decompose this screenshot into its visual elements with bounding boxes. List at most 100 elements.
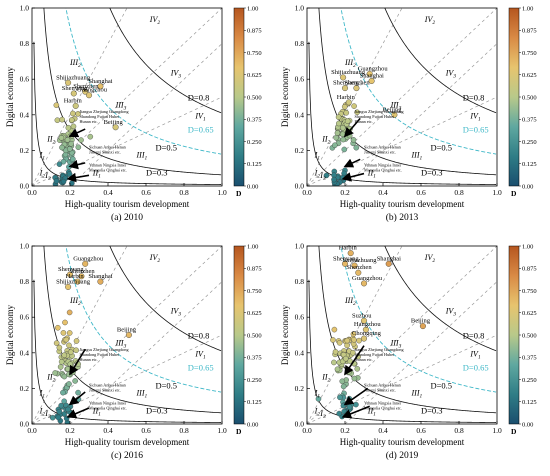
y-tick-label: 0.8 [20,277,30,286]
x-axis-label: High-quality tourism development [65,437,190,447]
x-tick-label: 0.2 [65,188,75,197]
cluster-point [78,137,84,143]
cluster-point [336,120,342,127]
colorbar-tick-label: 0.500 [247,94,262,101]
y-tick-label: 0.2 [295,146,305,155]
region-label: I1 [314,151,321,162]
x-tick-label: 1.0 [492,188,502,197]
colorbar-tick-label: 1.00 [522,243,533,250]
cluster-point [356,337,362,344]
x-axis-label: High-quality tourism development [65,199,190,209]
annotation-arrow [66,407,90,419]
cluster-point [331,176,337,183]
colorbar-tick-label: 0.500 [522,332,537,339]
cluster-point [65,406,71,413]
cluster-point [58,402,64,409]
city-label: Harbin [64,97,83,104]
cluster-point [344,337,351,344]
city-point [360,280,367,287]
region-label: IV2 [149,253,161,264]
x-tick-label: 0.4 [378,426,388,435]
cluster-point [333,134,339,141]
city-point [97,83,104,90]
cluster-point [344,118,351,124]
colorbar-tick-label: 0.125 [522,399,537,406]
cluster-point [351,103,357,109]
axes-frame [31,245,223,425]
cluster-point [339,131,346,138]
cluster-point [66,309,73,316]
city-label: Harbin [66,273,85,280]
axes-frame [306,7,498,187]
diagonal-guide [69,43,222,186]
region-label: I3 [44,409,51,420]
panel-2: D=0.3 D=0.5 D=0.65 D=0.8 I1 I2 I3 II1 II2 III1 III… [5,242,262,462]
colorbar [233,7,245,187]
city-point [351,262,358,269]
city-label: Shijiazhuang [56,278,91,285]
cluster-point [332,142,338,149]
colorbar-tick-label: 0.00 [247,183,258,190]
cluster-point [339,378,346,385]
region-label: II2 [46,135,55,146]
cluster-point [66,342,72,349]
y-tick-label: 0.8 [295,277,305,286]
city-label: Shijiazhuang [343,257,378,264]
colorbar-tick-label: 0.125 [247,399,262,406]
cluster-point [56,344,63,351]
y-tick-label: 0.8 [20,39,30,48]
city-point [65,79,72,86]
cluster-point [52,370,58,376]
city-point [341,85,348,92]
contour-line [65,8,222,155]
city-point [419,323,426,330]
colorbar-tick-label: 1.00 [247,243,258,250]
y-tick-label: 0.0 [20,420,30,429]
cluster-point [336,340,343,346]
colorbar-tick-label: 0.750 [522,288,537,295]
cluster-point [337,394,343,401]
cluster-point [323,172,330,179]
y-tick-label: 0.0 [20,182,30,191]
contour-line [109,8,222,114]
city-point [74,278,81,285]
cluster-point [339,125,346,131]
cluster-point [332,349,339,355]
colorbar-tick-label: 0.625 [522,72,537,79]
contour-label: D=0.5 [431,380,453,390]
y-axis-label: Digital economy [5,304,15,365]
region-label: III2 [344,296,356,307]
cluster-point [67,349,74,355]
province-group-label: Yunnan Ningxia Inner Mongolia Qinghai etc… [364,400,402,410]
x-tick-label: 0.0 [27,426,37,435]
region-label: I2 [39,168,46,179]
colorbar-tick-label: 0.750 [522,50,537,57]
cluster-point [87,133,94,140]
cluster-point [65,124,72,131]
cluster-point [69,117,75,123]
colorbar-tick-label: 0.625 [522,310,537,317]
city-label: Beijing [104,119,124,126]
x-tick-label: 0.2 [65,426,75,435]
colorbar-tick-label: 0.00 [522,183,533,190]
panel-caption: (d) 2019 [386,450,419,461]
colorbar-tick-label: 0.250 [247,377,262,384]
region-label: I2 [314,168,321,179]
region-label: I2 [314,406,321,417]
cluster-point [61,352,68,358]
colorbar-tick-label: 0.750 [247,288,262,295]
colorbar [508,7,520,187]
cluster-point [67,361,74,367]
cluster-point [64,137,71,143]
cluster-point [75,144,82,150]
colorbar-tick-label: 1.00 [522,5,533,12]
x-tick-label: 0.6 [141,426,151,435]
x-tick-label: 0.0 [302,426,312,435]
cluster-point [60,178,67,185]
panel-0: D=0.3 D=0.5 D=0.65 D=0.8 I1 I2 I3 II1 II2 III1 III… [5,4,262,224]
cluster-point [315,396,322,402]
cluster-point [55,324,61,331]
x-tick-label: 1.0 [217,426,227,435]
contour-label: D=0.5 [431,142,453,152]
contour-label: D=0.3 [146,167,168,177]
